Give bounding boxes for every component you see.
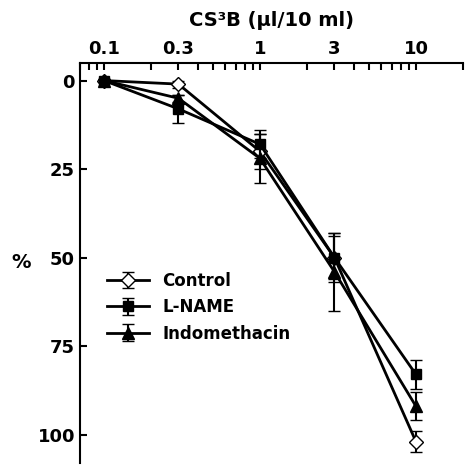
Title: CS³B (μl/10 ml): CS³B (μl/10 ml) [189,11,354,30]
Y-axis label: %: % [11,254,31,273]
Legend: Control, L-NAME, Indomethacin: Control, L-NAME, Indomethacin [108,272,291,343]
